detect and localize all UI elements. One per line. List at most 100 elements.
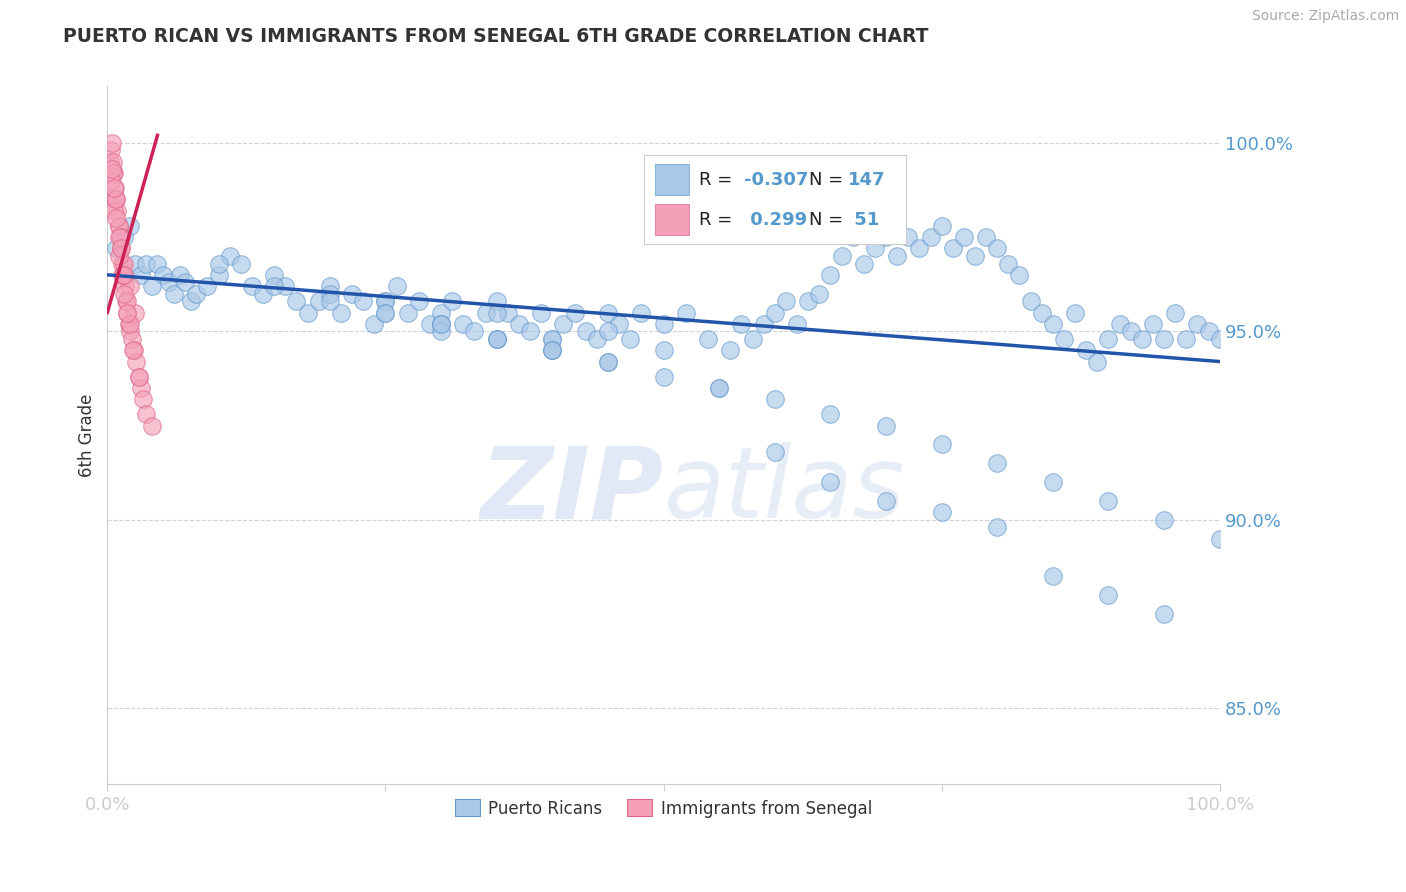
Point <box>875 494 897 508</box>
Point <box>1097 588 1119 602</box>
Point <box>707 381 730 395</box>
Point <box>697 332 720 346</box>
Point <box>831 249 853 263</box>
Point <box>441 294 464 309</box>
Point <box>1085 354 1108 368</box>
Point <box>1097 494 1119 508</box>
Text: 147: 147 <box>848 170 886 189</box>
Point <box>240 279 263 293</box>
Point <box>107 230 129 244</box>
Point <box>118 279 141 293</box>
Text: PUERTO RICAN VS IMMIGRANTS FROM SENEGAL 6TH GRADE CORRELATION CHART: PUERTO RICAN VS IMMIGRANTS FROM SENEGAL … <box>63 27 929 45</box>
Point <box>1019 294 1042 309</box>
Point <box>121 332 143 346</box>
Point <box>374 305 396 319</box>
Point <box>263 279 285 293</box>
Point <box>408 294 430 309</box>
Point <box>385 279 408 293</box>
Point <box>374 294 396 309</box>
Point <box>103 166 125 180</box>
Point <box>564 305 586 319</box>
Text: atlas: atlas <box>664 442 905 540</box>
Point <box>186 286 208 301</box>
Point <box>117 317 139 331</box>
Point <box>374 305 396 319</box>
Point <box>931 219 953 233</box>
FancyBboxPatch shape <box>655 164 689 195</box>
Point <box>986 520 1008 534</box>
Point <box>297 305 319 319</box>
Point <box>129 381 152 395</box>
Point <box>174 276 197 290</box>
Text: 51: 51 <box>848 211 880 229</box>
Point <box>105 203 128 218</box>
Point <box>111 268 134 282</box>
Point <box>652 369 675 384</box>
Point <box>541 343 564 358</box>
Point <box>112 256 135 270</box>
Point <box>114 279 136 293</box>
Point <box>112 286 135 301</box>
Point <box>107 219 129 233</box>
Point <box>117 294 139 309</box>
Point <box>117 305 139 319</box>
Point <box>252 286 274 301</box>
Point <box>541 332 564 346</box>
Point <box>875 230 897 244</box>
Point <box>101 136 124 150</box>
Point <box>786 317 808 331</box>
Point <box>1119 325 1142 339</box>
Point <box>263 268 285 282</box>
Point <box>730 317 752 331</box>
Point <box>229 256 252 270</box>
Point <box>530 305 553 319</box>
Point <box>207 256 229 270</box>
Point <box>741 332 763 346</box>
Point <box>207 268 229 282</box>
Point <box>104 193 127 207</box>
Point <box>596 305 619 319</box>
Point <box>752 317 775 331</box>
Point <box>485 294 508 309</box>
Point <box>100 144 122 158</box>
Point <box>152 268 174 282</box>
Point <box>430 317 453 331</box>
Text: Source: ZipAtlas.com: Source: ZipAtlas.com <box>1251 9 1399 23</box>
Text: N =: N = <box>808 211 844 229</box>
Point <box>101 154 124 169</box>
Point <box>125 354 148 368</box>
Point <box>146 256 169 270</box>
Point <box>112 230 135 244</box>
Point <box>157 276 180 290</box>
Point <box>541 332 564 346</box>
Point <box>775 294 797 309</box>
Point <box>474 305 496 319</box>
Point <box>374 294 396 309</box>
Text: ZIP: ZIP <box>481 442 664 540</box>
Point <box>105 242 128 256</box>
Point <box>105 211 128 226</box>
Text: N =: N = <box>808 170 844 189</box>
Point <box>103 181 125 195</box>
Point <box>363 317 385 331</box>
Point <box>107 219 129 233</box>
Point <box>112 268 135 282</box>
Point <box>107 249 129 263</box>
Point <box>1042 475 1064 490</box>
Point <box>763 305 786 319</box>
Point <box>430 325 453 339</box>
Point <box>319 286 342 301</box>
Point <box>110 230 132 244</box>
Point <box>340 286 363 301</box>
Point <box>308 294 330 309</box>
Point <box>553 317 575 331</box>
Point <box>931 505 953 519</box>
Point <box>112 268 135 282</box>
Point <box>619 332 641 346</box>
Point <box>128 369 150 384</box>
Point <box>986 456 1008 470</box>
Point <box>218 249 240 263</box>
Point <box>430 317 453 331</box>
Point <box>986 242 1008 256</box>
Point <box>1008 268 1031 282</box>
